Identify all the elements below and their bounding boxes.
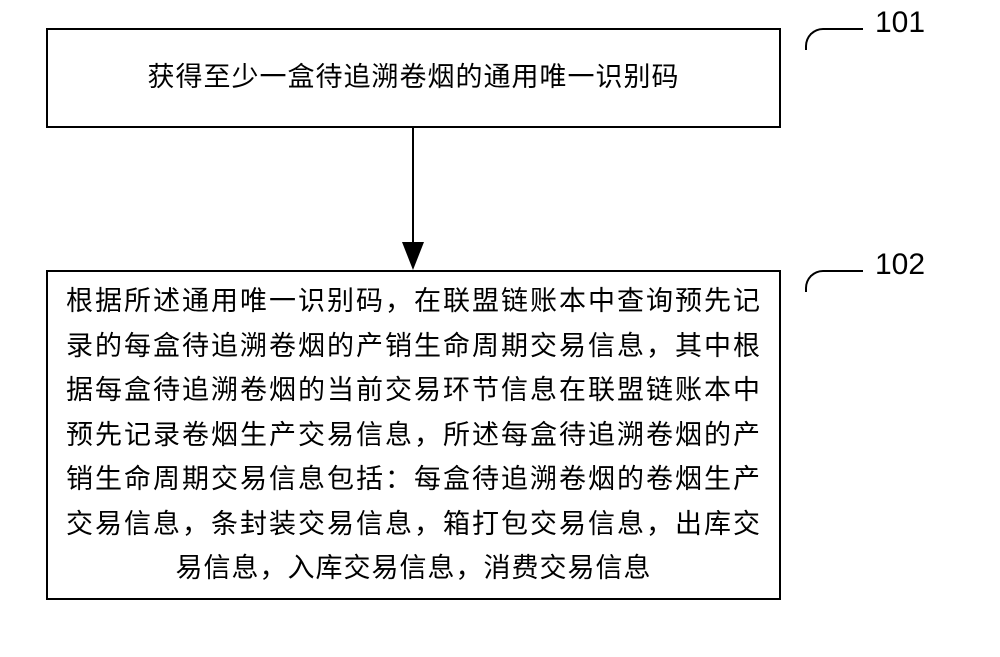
arrow-down-icon [398,128,428,270]
step-label-102: 102 [875,248,925,282]
label-connector-102 [805,270,863,292]
step-101-text: 获得至少一盒待追溯卷烟的通用唯一识别码 [148,56,680,99]
flowchart-step-101: 获得至少一盒待追溯卷烟的通用唯一识别码 [46,28,781,128]
flowchart-container: 获得至少一盒待追溯卷烟的通用唯一识别码 101 根据所述通用唯一识别码，在联盟链… [0,0,1000,657]
step-102-text: 根据所述通用唯一识别码，在联盟链账本中查询预先记录的每盒待追溯卷烟的产销生命周期… [66,279,761,591]
flowchart-step-102: 根据所述通用唯一识别码，在联盟链账本中查询预先记录的每盒待追溯卷烟的产销生命周期… [46,270,781,600]
step-label-101: 101 [875,6,925,40]
label-connector-101 [805,28,863,50]
